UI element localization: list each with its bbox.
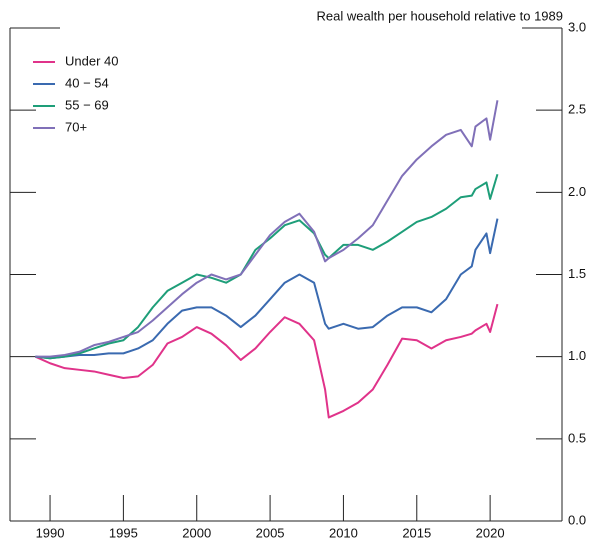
y-tick-label: 0.0	[568, 512, 586, 527]
data-line	[35, 100, 499, 358]
data-line	[35, 218, 499, 360]
legend-label: Under 40	[65, 53, 118, 68]
legend-label: 70+	[65, 119, 87, 134]
x-tick-label: 2005	[256, 525, 285, 540]
y-tick-label: 1.0	[568, 348, 586, 363]
legend-label: 40 − 54	[65, 75, 109, 90]
x-tick-label: 2020	[476, 525, 505, 540]
x-tick-label: 2015	[402, 525, 431, 540]
data-line	[35, 173, 499, 360]
x-tick-label: 1995	[109, 525, 138, 540]
x-tick-label: 1990	[36, 525, 65, 540]
y-tick-label: 0.5	[568, 430, 586, 445]
x-tick-label: 2010	[329, 525, 358, 540]
y-tick-label: 3.0	[568, 19, 586, 34]
data-line	[34, 303, 499, 419]
chart-title: Real wealth per household relative to 19…	[317, 8, 563, 23]
y-tick-label: 2.0	[568, 184, 586, 199]
legend-label: 55 − 69	[65, 97, 109, 112]
y-tick-label: 1.5	[568, 266, 586, 281]
x-tick-label: 2000	[182, 525, 211, 540]
y-tick-label: 2.5	[568, 102, 586, 117]
